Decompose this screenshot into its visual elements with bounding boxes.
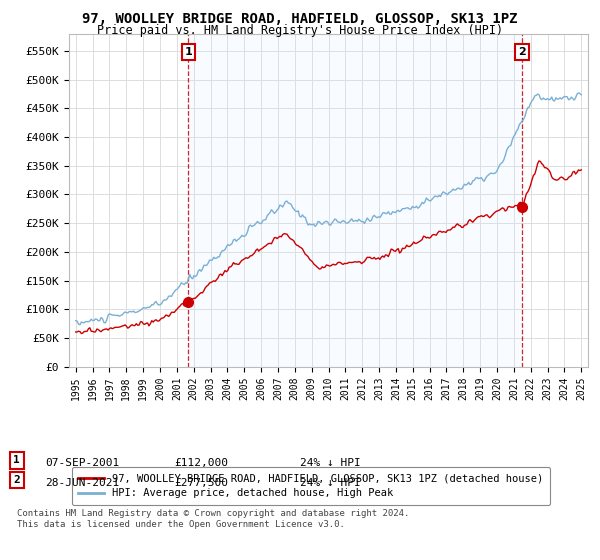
Text: 07-SEP-2001: 07-SEP-2001: [45, 458, 119, 468]
Text: £112,000: £112,000: [174, 458, 228, 468]
Text: This data is licensed under the Open Government Licence v3.0.: This data is licensed under the Open Gov…: [17, 520, 344, 529]
Text: 2: 2: [518, 47, 526, 57]
Text: 2: 2: [13, 475, 20, 485]
Legend: 97, WOOLLEY BRIDGE ROAD, HADFIELD, GLOSSOP, SK13 1PZ (detached house), HPI: Aver: 97, WOOLLEY BRIDGE ROAD, HADFIELD, GLOSS…: [71, 467, 550, 505]
Text: 1: 1: [13, 455, 20, 465]
Bar: [188, 34, 522, 367]
Text: Contains HM Land Registry data © Crown copyright and database right 2024.: Contains HM Land Registry data © Crown c…: [17, 509, 409, 518]
Text: 24% ↓ HPI: 24% ↓ HPI: [300, 458, 361, 468]
Text: 28-JUN-2021: 28-JUN-2021: [45, 478, 119, 488]
Text: 24% ↓ HPI: 24% ↓ HPI: [300, 478, 361, 488]
Text: £277,500: £277,500: [174, 478, 228, 488]
Text: 1: 1: [185, 47, 193, 57]
Text: Price paid vs. HM Land Registry's House Price Index (HPI): Price paid vs. HM Land Registry's House …: [97, 24, 503, 37]
Text: 97, WOOLLEY BRIDGE ROAD, HADFIELD, GLOSSOP, SK13 1PZ: 97, WOOLLEY BRIDGE ROAD, HADFIELD, GLOSS…: [82, 12, 518, 26]
